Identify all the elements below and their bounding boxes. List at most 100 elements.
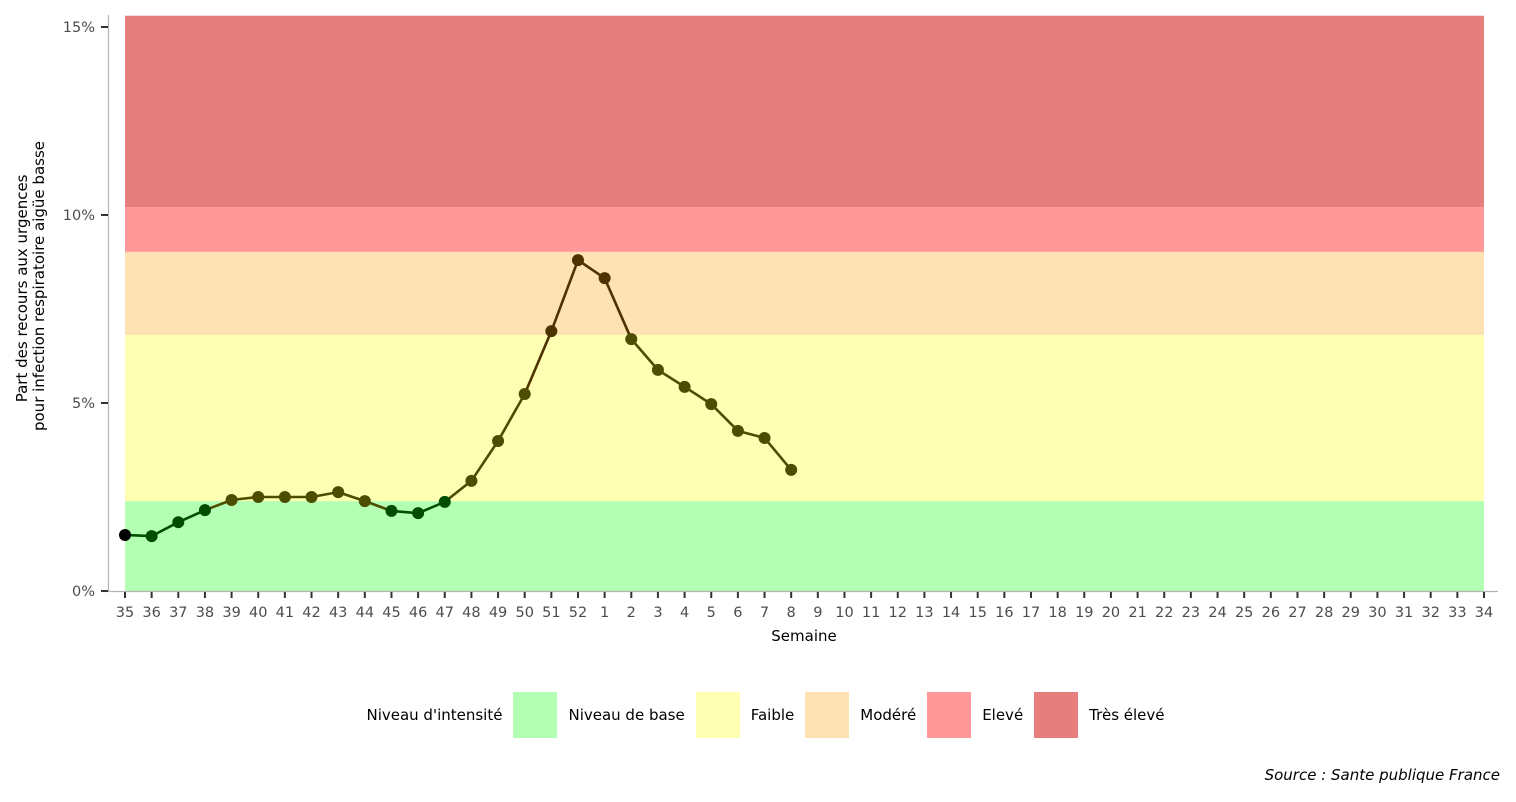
legend-label-modere: Modéré: [860, 706, 917, 724]
data-point-week-44: [358, 495, 371, 508]
band-4: [125, 15, 1484, 208]
data-point-week-49: [492, 434, 505, 447]
y-axis-title-line-2: pour infection respiratoire aigüe basse: [30, 141, 48, 431]
y-tick-label: 5%: [72, 396, 95, 412]
series-segment: [709, 402, 740, 433]
x-tick-label: 4: [680, 605, 689, 621]
x-tick-label: 43: [329, 605, 347, 621]
data-point-week-47: [438, 495, 451, 508]
data-point-week-43: [332, 486, 345, 499]
x-tick-label: 39: [222, 605, 240, 621]
data-point-week-41: [278, 491, 291, 503]
x-tick-label: 37: [169, 605, 187, 621]
x-tick-label: 29: [1342, 605, 1360, 621]
series-segment: [603, 276, 633, 341]
series-segment: [763, 436, 793, 472]
series-segment: [550, 258, 580, 333]
source-caption: Source : Sante publique France: [1264, 766, 1500, 784]
x-tick-label: 25: [1235, 605, 1253, 621]
x-tick-label: 24: [1208, 605, 1226, 621]
intensity-bands: [125, 15, 1484, 591]
y-tick-label: 0%: [72, 584, 95, 600]
x-tick-label: 10: [835, 605, 853, 621]
legend-swatch-eleve: [927, 692, 972, 738]
data-point-week-48: [465, 474, 478, 487]
data-point-week-6: [731, 424, 744, 437]
legend-label-eleve: Elevé: [982, 706, 1024, 724]
x-tick-label: 31: [1395, 605, 1413, 621]
x-tick-label: 20: [1102, 605, 1120, 621]
band-0: [125, 501, 1484, 591]
data-point-week-39: [225, 494, 238, 507]
data-series-line: [119, 254, 798, 543]
x-tick-label: 19: [1075, 605, 1093, 621]
legend-label-faible: Faible: [750, 706, 795, 724]
x-tick-label: 38: [196, 605, 214, 621]
x-tick-label: 41: [276, 605, 294, 621]
x-tick-label: 34: [1475, 605, 1493, 621]
data-point-week-35: [119, 528, 131, 541]
y-axis-ticks: 0% 5% 10% 15%: [63, 20, 108, 600]
legend: Niveau d'intensité Niveau de base Faible…: [0, 692, 1516, 738]
y-tick-label: 15%: [63, 20, 95, 36]
data-point-week-8: [785, 463, 798, 476]
x-tick-label: 47: [436, 605, 454, 621]
x-tick-label: 42: [302, 605, 320, 621]
x-tick-label: 17: [1022, 605, 1040, 621]
data-point-week-2: [625, 333, 638, 346]
x-tick-label: 2: [627, 605, 636, 621]
x-tick-label: 11: [862, 605, 880, 621]
x-tick-label: 35: [116, 605, 134, 621]
data-point-week-38: [198, 504, 211, 517]
x-tick-label: 21: [1128, 605, 1146, 621]
x-tick-label: 3: [653, 605, 662, 621]
x-tick-label: 18: [1048, 605, 1066, 621]
x-tick-label: 12: [889, 605, 907, 621]
legend-label-tres-eleve: Très élevé: [1089, 706, 1165, 724]
x-tick-label: 1: [600, 605, 609, 621]
legend-item-eleve: Elevé: [927, 692, 1034, 738]
x-tick-label: 40: [249, 605, 267, 621]
data-point-week-52: [572, 254, 584, 267]
x-tick-label: 51: [542, 605, 560, 621]
x-tick-label: 30: [1368, 605, 1386, 621]
x-tick-label: 5: [707, 605, 716, 621]
x-tick-label: 27: [1288, 605, 1306, 621]
legend-swatch-modere: [805, 692, 850, 738]
x-tick-label: 8: [787, 605, 796, 621]
x-tick-label: 22: [1155, 605, 1173, 621]
legend-item-modere: Modéré: [805, 692, 927, 738]
data-point-week-37: [172, 516, 185, 529]
x-tick-label: 9: [813, 605, 822, 621]
data-point-week-46: [412, 507, 425, 520]
x-axis-title: Semaine: [771, 627, 836, 645]
x-tick-label: 49: [489, 605, 507, 621]
x-tick-label: 7: [760, 605, 769, 621]
y-axis-title: Part des recours aux urgences pour infec…: [13, 141, 48, 431]
x-tick-label: 23: [1182, 605, 1200, 621]
x-tick-label: 36: [142, 605, 160, 621]
x-tick-label: 16: [995, 605, 1013, 621]
series-segment: [470, 439, 500, 483]
series-segment: [523, 329, 553, 396]
x-tick-label: 32: [1421, 605, 1439, 621]
legend-item-base: Niveau de base: [513, 692, 695, 738]
band-2: [125, 251, 1484, 335]
data-point-week-36: [145, 530, 158, 543]
x-tick-label: 14: [942, 605, 960, 621]
legend-swatch-faible: [695, 692, 740, 738]
legend-item-faible: Faible: [695, 692, 806, 738]
data-point-week-1: [598, 272, 611, 285]
y-axis-title-line-1: Part des recours aux urgences: [13, 174, 31, 402]
x-tick-label: 6: [733, 605, 742, 621]
data-point-week-42: [305, 491, 318, 503]
data-point-week-51: [545, 325, 558, 338]
x-tick-label: 44: [356, 605, 374, 621]
band-3: [125, 207, 1484, 252]
x-tick-label: 33: [1448, 605, 1466, 621]
data-point-week-50: [518, 387, 531, 400]
legend-label-base: Niveau de base: [568, 706, 685, 724]
y-tick-label: 10%: [63, 208, 95, 224]
series-segment: [629, 337, 660, 372]
